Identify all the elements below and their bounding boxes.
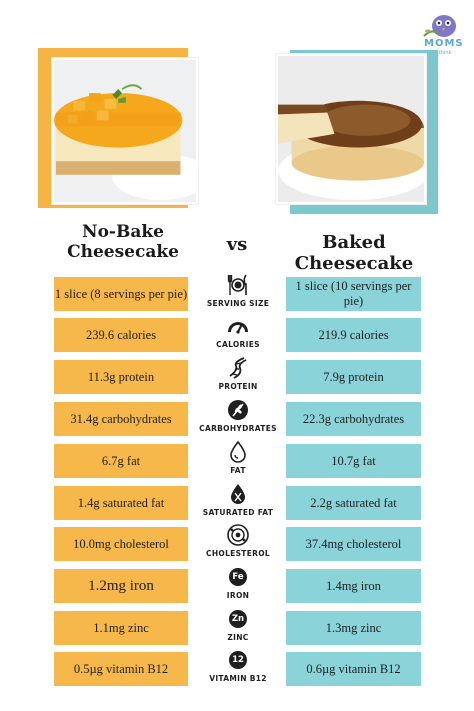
row-iron: 1.2mg iron Fe IRON 1.4mg iron bbox=[0, 568, 474, 603]
dna-icon bbox=[226, 356, 250, 380]
row-serving-size: 1 slice (8 servings per pie) SERVING SIZ… bbox=[0, 274, 474, 311]
fork-plate-knife-icon bbox=[226, 273, 250, 297]
nutrient-label: SATURATED FAT bbox=[202, 508, 274, 517]
no-bake-cheesecake-photo bbox=[52, 58, 198, 204]
nutrient-label: CHOLESTEROL bbox=[206, 549, 270, 558]
nutrient-label: ZINC bbox=[227, 633, 249, 642]
b12-badge-icon: 12 bbox=[229, 651, 247, 669]
baked-value: 22.3g carbohydrates bbox=[286, 402, 421, 436]
no-bake-value: 0.5µg vitamin B12 bbox=[54, 652, 188, 686]
bird-logo-icon bbox=[423, 15, 456, 37]
gauge-icon bbox=[226, 314, 250, 338]
row-cholesterol: 10.0mg cholesterol CHOLESTEROL 37.4mg ch… bbox=[0, 524, 474, 561]
baked-value: 10.7g fat bbox=[286, 444, 421, 478]
baked-value: 0.6µg vitamin B12 bbox=[286, 652, 421, 686]
nutrient-label: SERVING SIZE bbox=[206, 299, 270, 308]
baked-value: 219.9 calories bbox=[286, 318, 421, 352]
zn-badge-icon: Zn bbox=[229, 610, 247, 628]
nutrient-label: CALORIES bbox=[216, 340, 260, 349]
baked-value: 1.4mg iron bbox=[286, 569, 421, 603]
nutrient-label: VITAMIN B12 bbox=[209, 674, 267, 683]
nutrient-label: FAT bbox=[230, 466, 246, 475]
fat-drop-icon bbox=[226, 482, 250, 506]
no-bake-value: 1.4g saturated fat bbox=[54, 486, 188, 520]
logo-tagline: who think bbox=[427, 50, 452, 56]
baked-title: Baked Cheesecake bbox=[294, 232, 414, 274]
fe-badge-icon: Fe bbox=[229, 568, 247, 586]
no-bake-value: 1.2mg iron bbox=[54, 569, 188, 603]
vs-label: vs bbox=[226, 234, 248, 255]
no-bake-value: 31.4g carbohydrates bbox=[54, 402, 188, 436]
no-bake-value: 1.1mg zinc bbox=[54, 611, 188, 645]
nutrient-label: PROTEIN bbox=[218, 382, 258, 391]
row-zinc: 1.1mg zinc Zn ZINC 1.3mg zinc bbox=[0, 610, 474, 645]
wheat-icon bbox=[226, 398, 250, 422]
row-vitamin-b12: 0.5µg vitamin B12 12 VITAMIN B12 0.6µg v… bbox=[0, 651, 474, 686]
nutrient-label: CARBOHYDRATES bbox=[199, 424, 277, 433]
moms-who-think-logo: MOMS who think bbox=[418, 6, 468, 56]
nutrient-label: IRON bbox=[226, 591, 250, 600]
no-bake-value: 11.3g protein bbox=[54, 360, 188, 394]
row-calories: 239.6 calories CALORIES 219.9 calories bbox=[0, 318, 474, 352]
row-protein: 11.3g protein PROTEIN 7.9g protein bbox=[0, 357, 474, 394]
no-bake-value: 10.0mg cholesterol bbox=[54, 527, 188, 561]
baked-value: 1.3mg zinc bbox=[286, 611, 421, 645]
no-bake-value: 1 slice (8 servings per pie) bbox=[54, 277, 188, 311]
no-bake-title: No-Bake Cheesecake bbox=[67, 222, 179, 262]
baked-value: 37.4mg cholesterol bbox=[286, 527, 421, 561]
no-bake-value: 6.7g fat bbox=[54, 444, 188, 478]
cholesterol-icon bbox=[226, 523, 250, 547]
logo-word: MOMS bbox=[424, 38, 464, 49]
row-fat: 6.7g fat FAT 10.7g fat bbox=[0, 440, 474, 478]
no-bake-value: 239.6 calories bbox=[54, 318, 188, 352]
baked-value: 7.9g protein bbox=[286, 360, 421, 394]
row-carbohydrates: 31.4g carbohydrates CARBOHYDRATES 22.3g … bbox=[0, 400, 474, 436]
baked-cheesecake-photo bbox=[276, 54, 426, 204]
baked-value: 1 slice (10 servings per pie) bbox=[286, 277, 421, 311]
drop-icon bbox=[226, 440, 250, 464]
baked-value: 2.2g saturated fat bbox=[286, 486, 421, 520]
row-saturated-fat: 1.4g saturated fat SATURATED FAT 2.2g sa… bbox=[0, 484, 474, 520]
